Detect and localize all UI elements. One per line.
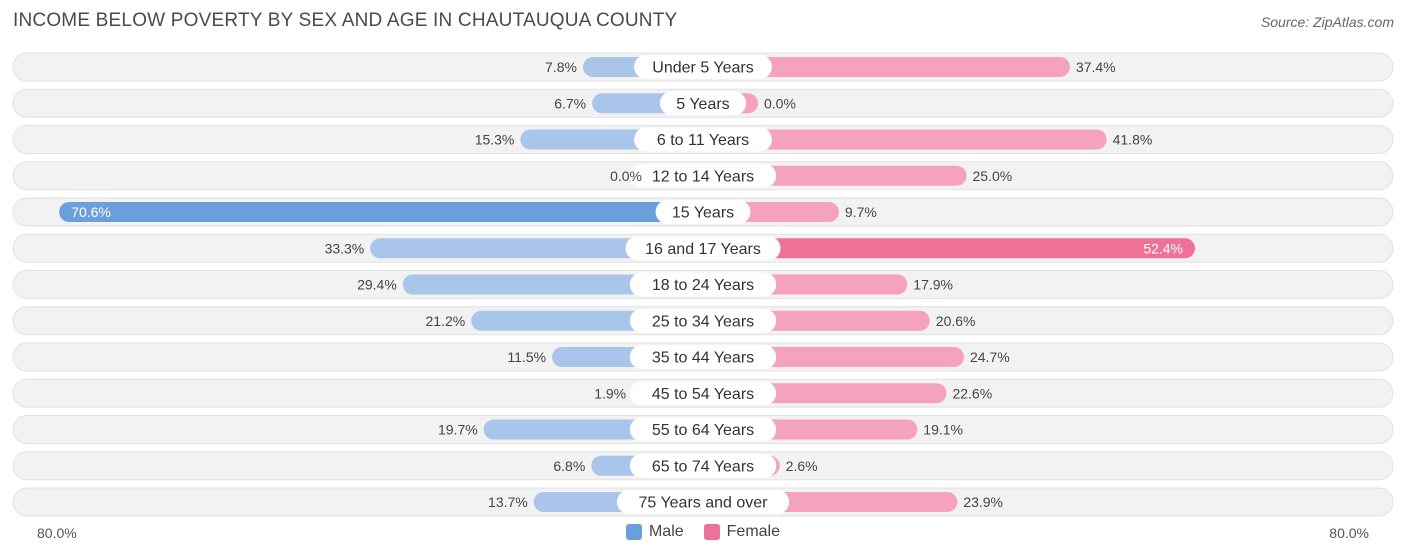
bar-male <box>370 238 703 259</box>
bar-male <box>402 274 703 295</box>
category-label: 15 Years <box>672 205 734 222</box>
value-label-male: 15.3% <box>475 132 515 148</box>
value-label-female: 9.7% <box>845 204 877 220</box>
axis-left-label: 80.0% <box>37 525 77 541</box>
chart-title: INCOME BELOW POVERTY BY SEX AND AGE IN C… <box>13 10 678 31</box>
category-label: 25 to 34 Years <box>652 313 754 330</box>
category-label: 6 to 11 Years <box>657 132 749 149</box>
value-label-female: 52.4% <box>1143 240 1183 256</box>
category-pill <box>629 272 777 297</box>
value-label-male: 33.3% <box>325 240 365 256</box>
category-label: 18 to 24 Years <box>652 277 754 294</box>
value-label-male: 29.4% <box>357 277 397 293</box>
value-label-male: 70.6% <box>71 204 111 220</box>
value-label-male: 19.7% <box>438 422 478 438</box>
category-pill <box>629 417 777 442</box>
legend-label-male: Male <box>648 523 684 540</box>
category-label: 75 Years and over <box>639 495 769 512</box>
legend: Male Female <box>0 523 1406 541</box>
category-label: 35 to 44 Years <box>652 350 754 367</box>
legend-item-male[interactable]: Male <box>625 523 684 541</box>
category-pill <box>616 490 790 514</box>
category-label: Under 5 Years <box>652 60 753 77</box>
category-label: 5 Years <box>676 96 729 113</box>
value-label-male: 6.7% <box>554 95 586 111</box>
value-label-female: 22.6% <box>952 385 992 401</box>
value-label-female: 20.6% <box>936 313 976 329</box>
category-pill <box>659 91 747 116</box>
value-label-female: 19.1% <box>923 422 963 438</box>
legend-swatch-male <box>625 524 642 540</box>
legend-swatch-female <box>703 524 720 540</box>
value-label-male: 21.2% <box>425 313 465 329</box>
category-pill <box>625 236 781 261</box>
axis-right-label: 80.0% <box>1329 525 1369 541</box>
value-label-female: 41.8% <box>1113 132 1153 148</box>
value-label-male: 11.5% <box>507 349 546 365</box>
value-label-female: 24.7% <box>970 349 1010 365</box>
category-pill <box>629 345 777 369</box>
category-label: 55 to 64 Years <box>652 422 754 439</box>
category-pill <box>629 308 777 333</box>
bar-male <box>59 202 704 222</box>
value-label-female: 37.4% <box>1076 59 1116 75</box>
category-pill <box>655 200 751 224</box>
value-label-male: 1.9% <box>594 385 626 401</box>
legend-item-female[interactable]: Female <box>703 523 781 541</box>
category-label: 45 to 54 Years <box>652 386 754 403</box>
category-label: 16 and 17 Years <box>645 241 761 258</box>
category-pill <box>634 127 772 152</box>
bar-female <box>703 238 1196 259</box>
category-pill <box>629 163 777 188</box>
legend-label-female: Female <box>726 523 781 540</box>
value-label-male: 7.8% <box>545 59 577 75</box>
value-label-male: 0.0% <box>610 168 642 184</box>
value-label-female: 23.9% <box>963 494 1003 510</box>
source-label: Source: ZipAtlas.com <box>1260 14 1394 30</box>
value-label-female: 0.0% <box>764 95 796 111</box>
value-label-male: 13.7% <box>488 494 528 510</box>
category-label: 65 to 74 Years <box>652 458 754 475</box>
category-pill <box>634 55 772 79</box>
value-label-male: 6.8% <box>553 458 585 474</box>
category-pill <box>629 453 777 478</box>
bar-female <box>703 57 1070 77</box>
category-label: 12 to 14 Years <box>652 168 754 185</box>
bar-female <box>703 129 1107 150</box>
value-label-female: 2.6% <box>786 458 818 474</box>
value-label-female: 17.9% <box>913 277 953 293</box>
category-pill <box>629 381 777 406</box>
value-label-female: 25.0% <box>973 168 1013 184</box>
